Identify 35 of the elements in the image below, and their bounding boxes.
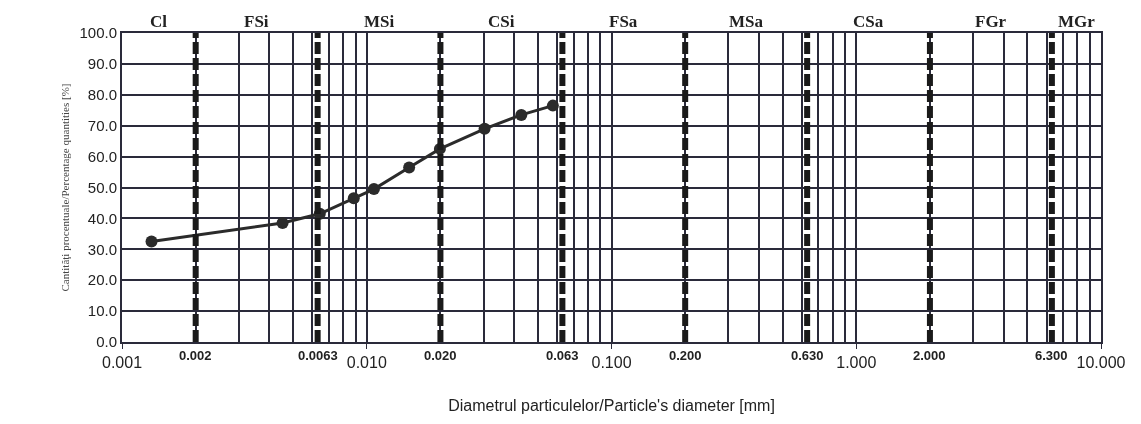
ref-line-label: 0.630 [791, 348, 824, 363]
text: FGr [975, 12, 1007, 31]
y-tick-label: 90.0 [87, 55, 117, 73]
ref-line-label: 6.300 [1035, 348, 1068, 363]
y-tick-label: 70.0 [87, 116, 117, 134]
x-tick-label: 10.000 [1076, 354, 1126, 372]
text: MSi [364, 12, 395, 31]
ref-line-label: 0.020 [424, 348, 457, 363]
y-tick-label: 10.0 [87, 302, 117, 320]
x-axis-title: Diametrul particulelor/Particle's diameter [mm] [448, 397, 775, 415]
text: CSa [853, 12, 884, 31]
ref-line-label: 0.002 [179, 348, 212, 363]
text: MSa [729, 12, 764, 31]
text: FSi [244, 12, 269, 31]
ref-line-label: 2.000 [913, 348, 946, 363]
ref-line-label: 0.063 [546, 348, 579, 363]
y-tick-label: 60.0 [87, 147, 117, 165]
text: Cl [150, 12, 168, 31]
x-tick-label: 0.001 [101, 354, 143, 372]
x-tick-label: 0.010 [346, 354, 387, 372]
y-axis-title: Cantităţi procentuale/Percentage quantities [%] [58, 83, 71, 292]
y-tick-label: 80.0 [87, 86, 117, 104]
y-tick-label: 50.0 [87, 178, 117, 196]
y-tick-label: 100.0 [79, 24, 117, 42]
x-tick-label: 1.000 [836, 354, 877, 372]
y-tick-label: 20.0 [87, 271, 117, 289]
text: FSa [609, 12, 638, 31]
text: MGr [1058, 12, 1096, 31]
x-tick-label: 0.100 [591, 354, 632, 372]
y-tick-label: 0.0 [96, 333, 117, 351]
y-tick-label: 30.0 [87, 240, 117, 258]
ref-line-label: 0.200 [669, 348, 702, 363]
text: CSi [488, 12, 515, 31]
y-tick-label: 40.0 [87, 209, 117, 227]
ref-line-label: 0.0063 [298, 348, 338, 363]
